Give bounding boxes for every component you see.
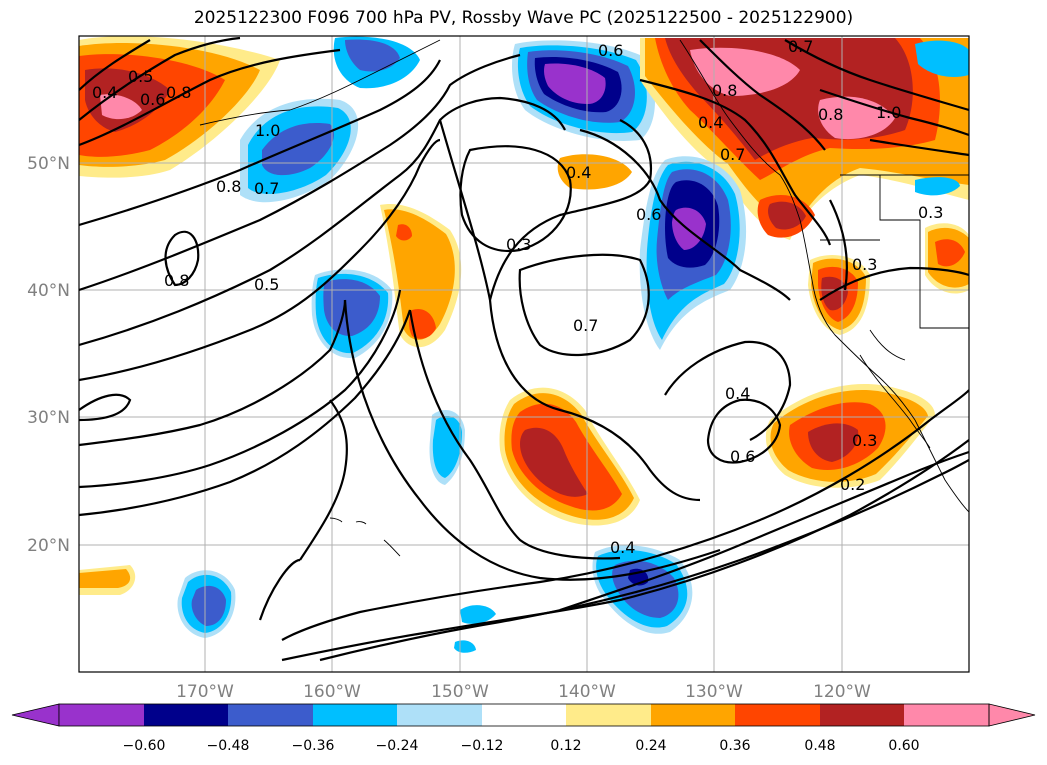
- anomaly-negative-south: [191, 585, 226, 626]
- colorbar-tick-label: 0.60: [888, 738, 919, 754]
- contour-label: 1.0: [255, 121, 280, 140]
- colorbar-outline: [58, 703, 990, 727]
- colorbar-segment: [228, 704, 313, 726]
- colorbar-tick-label: −0.60: [123, 738, 166, 754]
- anomaly-positive-mid: [409, 308, 436, 339]
- colorbar-segment: [313, 704, 397, 726]
- contour-label: 0.6: [636, 205, 661, 224]
- lon-tick-labels: 170°W 160°W 150°W 140°W 130°W 120°W: [176, 682, 871, 702]
- colorbar-tick-label: 0.48: [804, 738, 835, 754]
- lat-tick-labels: 50°N 40°N 30°N 20°N: [27, 154, 70, 556]
- anomaly-negative-tiny: [454, 640, 476, 653]
- lon-tick-label: 120°W: [813, 682, 871, 702]
- figure-title: 2025122300 F096 700 hPa PV, Rossby Wave …: [193, 8, 854, 28]
- contour-label: 0.7: [788, 37, 813, 56]
- contour-label: 0.6: [598, 41, 623, 60]
- coastlines: [199, 39, 969, 557]
- contour-label: 0.7: [254, 179, 279, 198]
- colorbar-tick-label: −0.48: [207, 738, 250, 754]
- lat-tick-label: 20°N: [27, 536, 70, 556]
- contour-label: 0.4: [566, 163, 591, 182]
- contour-label: 0.6: [140, 90, 165, 109]
- colorbar-segment: [820, 704, 904, 726]
- lat-tick-label: 30°N: [27, 408, 70, 428]
- anomaly-positive-baja: [808, 423, 859, 462]
- contour-label: 0.2: [840, 475, 865, 494]
- colorbar-segment: [904, 704, 989, 726]
- contour-label: 1.0: [876, 103, 901, 122]
- colorbar-tick-label: 0.12: [550, 738, 581, 754]
- colorbar-segment: [735, 704, 820, 726]
- anomaly-negative-small: [432, 416, 462, 478]
- colorbar: −0.60 −0.48 −0.36 −0.24 −0.12 0.12 0.24 …: [11, 703, 1036, 754]
- map-gridlines: [79, 36, 969, 672]
- colorbar-tick-label: 0.24: [635, 738, 666, 754]
- anomaly-negative-ne: [544, 63, 606, 104]
- colorbar-extend-min: [11, 703, 60, 727]
- contour-label: 0.4: [92, 83, 117, 102]
- contour-label: 0.3: [852, 255, 877, 274]
- lat-tick-label: 40°N: [27, 281, 70, 301]
- contour-label: 0.8: [166, 83, 191, 102]
- anomaly-negative-gulf: [345, 39, 400, 72]
- contour-label: 0.8: [712, 81, 737, 100]
- anomaly-negative-tiny: [460, 605, 496, 624]
- anomaly-positive-ca: [821, 276, 848, 311]
- anomaly-negative-40n: [323, 279, 380, 337]
- lon-tick-label: 140°W: [558, 682, 616, 702]
- map-frame: [78, 35, 970, 673]
- anomaly-positive-left: [79, 569, 131, 588]
- colorbar-tick-label: −0.24: [376, 738, 419, 754]
- colorbar-tick-label: 0.36: [719, 738, 750, 754]
- contour-label: 0.4: [610, 538, 635, 557]
- contour-label: 0.5: [254, 275, 279, 294]
- contour-label: 0.5: [128, 67, 153, 86]
- contour-label: 0.7: [720, 145, 745, 164]
- anomaly-positive-mid: [384, 209, 455, 340]
- pv-contour-labels: 0.4 0.5 0.6 0.8 1.0 0.8 0.7 0.8 0.5 0.4 …: [92, 37, 943, 557]
- colorbar-extend-max: [988, 703, 1036, 727]
- anomaly-positive-ne: [690, 47, 800, 96]
- colorbar-segment: [397, 704, 482, 726]
- anomaly-positive-subtropical: [520, 427, 588, 497]
- pv-contours: [79, 36, 969, 662]
- contour-label: 0.3: [852, 431, 877, 450]
- colorbar-tick-label: −0.12: [461, 738, 504, 754]
- anomaly-positive-nw: [100, 94, 142, 120]
- contour-label: 0.8: [818, 105, 843, 124]
- lon-tick-label: 170°W: [176, 682, 234, 702]
- anomaly-positive-mid: [396, 224, 412, 241]
- rossby-wave-pc-fill: [79, 36, 969, 653]
- contour-label: 0.7: [573, 316, 598, 335]
- colorbar-tick-label: −0.36: [292, 738, 335, 754]
- colorbar-segment: [566, 704, 651, 726]
- contour-label: 0.4: [725, 384, 750, 403]
- lon-tick-label: 150°W: [431, 682, 489, 702]
- colorbar-segment: [482, 704, 566, 726]
- contour-label: 0.6: [730, 447, 755, 466]
- colorbar-segment: [651, 704, 735, 726]
- anomaly-negative-topright: [915, 40, 969, 77]
- contour-label: 0.8: [164, 271, 189, 290]
- lat-tick-label: 50°N: [27, 154, 70, 174]
- anomaly-negative-gulf: [262, 123, 334, 176]
- contour-label: 0.4: [698, 113, 723, 132]
- lon-tick-label: 130°W: [685, 682, 743, 702]
- anomaly-negative-topright: [915, 177, 960, 196]
- colorbar-segment: [144, 704, 228, 726]
- colorbar-segment: [59, 704, 144, 726]
- contour-label: 0.8: [216, 177, 241, 196]
- anomaly-positive-right: [935, 239, 965, 267]
- contour-label: 0.3: [918, 203, 943, 222]
- contour-label: 0.3: [506, 235, 531, 254]
- lon-tick-label: 160°W: [303, 682, 361, 702]
